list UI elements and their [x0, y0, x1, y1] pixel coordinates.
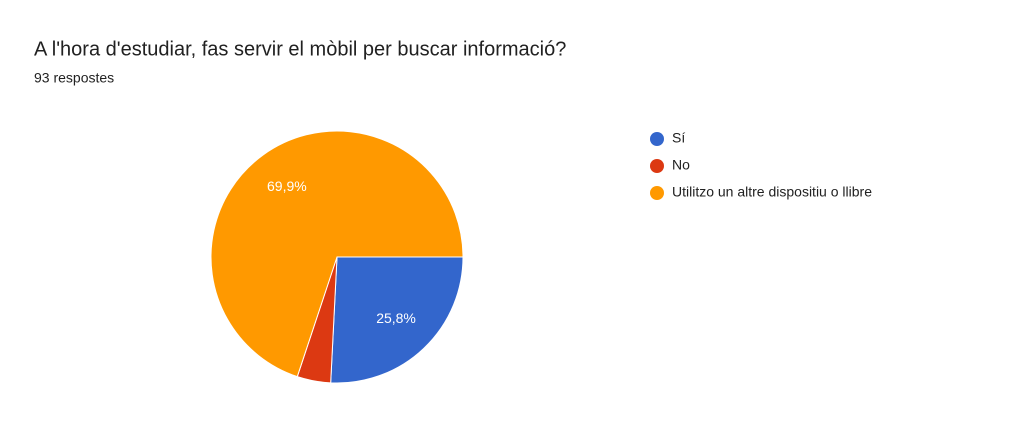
- legend-label: No: [672, 157, 690, 173]
- chart-title: A l'hora d'estudiar, fas servir el mòbil…: [34, 38, 566, 60]
- legend-marker: [650, 159, 664, 173]
- legend-label: Utilitzo un altre dispositiu o llibre: [672, 184, 872, 200]
- pie-slice: [330, 256, 464, 384]
- legend-label: Sí: [672, 130, 685, 146]
- chart-subtitle: 93 respostes: [34, 70, 114, 86]
- pie-slice: [210, 130, 464, 378]
- legend-marker: [650, 132, 664, 146]
- slice-label: 69,9%: [267, 178, 307, 194]
- slice-label: 25,8%: [376, 310, 416, 326]
- legend-marker: [650, 186, 664, 200]
